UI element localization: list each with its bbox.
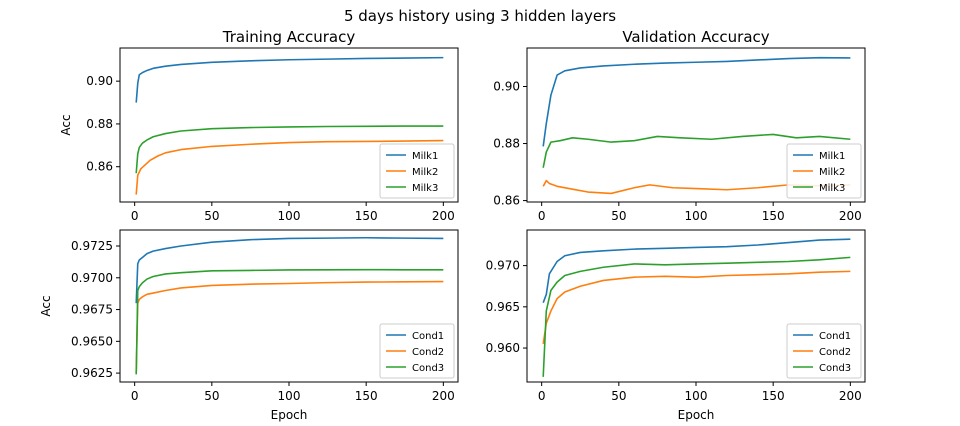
y-tick-label: 0.9725 (71, 239, 113, 253)
y-tick-label: 0.960 (486, 341, 520, 355)
y-tick-label: 0.86 (86, 160, 113, 174)
x-tick-label: 0 (538, 209, 546, 223)
x-tick-label: 100 (685, 389, 708, 403)
x-axis-label: Epoch (678, 408, 715, 422)
x-tick-label: 150 (762, 389, 785, 403)
x-tick-label: 200 (432, 389, 455, 403)
x-tick-label: 150 (355, 209, 378, 223)
legend-box (786, 143, 862, 199)
series-line-cond2 (135, 280, 444, 374)
x-tick-label: 100 (685, 209, 708, 223)
chart-panel-3: 0 50 100 150 200 0.9625 0.9650 0.9675 0.9700 0.97… (39, 229, 459, 422)
legend-label-milk1: Milk1 (819, 151, 845, 162)
series-line-cond1 (135, 236, 444, 304)
x-tick-label: 100 (278, 209, 301, 223)
y-tick-label: 0.88 (493, 137, 520, 151)
series-group (135, 56, 444, 195)
series-line-cond3 (135, 268, 444, 375)
chart-panel-1: 0 50 100 150 200 0.86 0.88 0.90 Training Accurac… (59, 28, 459, 223)
legend-label-milk2: Milk2 (412, 167, 438, 178)
x-tick-label: 50 (204, 389, 219, 403)
series-line-milk3 (135, 125, 444, 174)
legend: Cond1 Cond2 Cond3 (379, 323, 455, 379)
y-axis-label: Acc (39, 295, 53, 316)
legend: Milk1 Milk2 Milk3 (786, 143, 862, 199)
legend-box (786, 323, 862, 379)
series-line-milk2 (542, 179, 851, 195)
y-tick-label: 0.9625 (71, 366, 113, 380)
series-line-cond1 (542, 238, 851, 303)
series-group (542, 238, 851, 377)
legend-label-milk3: Milk3 (819, 183, 845, 194)
chart-panel-2: 0 50 100 150 200 0.86 0.88 0.90 Validation Accur… (493, 28, 866, 223)
x-axis-label: Epoch (271, 408, 308, 422)
legend-label-cond3: Cond3 (412, 363, 444, 374)
legend-label-cond2: Cond2 (412, 347, 444, 358)
series-line-cond3 (542, 256, 851, 377)
legend-label-cond1: Cond1 (412, 331, 444, 342)
y-tick-label: 0.970 (486, 259, 520, 273)
x-tick-label: 150 (762, 209, 785, 223)
series-group (542, 56, 851, 195)
x-tick-label: 0 (131, 209, 139, 223)
y-tick-label: 0.86 (493, 194, 520, 208)
series-line-milk3 (542, 133, 851, 168)
x-tick-label: 200 (839, 389, 862, 403)
x-tick-label: 200 (432, 209, 455, 223)
legend-box (379, 143, 455, 199)
legend: Milk1 Milk2 Milk3 (379, 143, 455, 199)
series-group (135, 236, 444, 375)
y-tick-label: 0.90 (493, 80, 520, 94)
x-tick-label: 200 (839, 209, 862, 223)
x-tick-label: 50 (611, 209, 626, 223)
legend-box (379, 323, 455, 379)
x-tick-label: 150 (355, 389, 378, 403)
series-line-milk2 (135, 139, 444, 195)
legend-label-cond2: Cond2 (819, 347, 851, 358)
figure-title: 5 days history using 3 hidden layers (344, 7, 616, 25)
legend-label-cond3: Cond3 (819, 363, 851, 374)
panels: 0 50 100 150 200 0.86 0.88 0.90 Training Accurac… (39, 28, 866, 422)
y-tick-label: 0.9650 (71, 334, 113, 348)
x-tick-label: 0 (131, 389, 139, 403)
series-line-milk1 (135, 56, 444, 103)
series-line-milk1 (542, 56, 851, 147)
y-axis-label: Acc (59, 114, 73, 135)
legend: Cond1 Cond2 Cond3 (786, 323, 862, 379)
legend-label-cond1: Cond1 (819, 331, 851, 342)
y-tick-label: 0.9700 (71, 271, 113, 285)
panel-title: Training Accuracy (222, 28, 356, 46)
series-line-cond2 (542, 270, 851, 345)
legend-label-milk3: Milk3 (412, 183, 438, 194)
y-tick-label: 0.88 (86, 117, 113, 131)
y-tick-label: 0.9675 (71, 303, 113, 317)
x-tick-label: 50 (204, 209, 219, 223)
legend-label-milk2: Milk2 (819, 167, 845, 178)
y-tick-label: 0.965 (486, 300, 520, 314)
legend-label-milk1: Milk1 (412, 151, 438, 162)
x-tick-label: 0 (538, 389, 546, 403)
x-tick-label: 100 (278, 389, 301, 403)
chart-panel-4: 0 50 100 150 2000.9600.9650.970EpochCond1Con… (486, 229, 866, 422)
y-tick-label: 0.90 (86, 74, 113, 88)
panel-title: Validation Accuracy (622, 28, 769, 46)
x-tick-label: 50 (611, 389, 626, 403)
